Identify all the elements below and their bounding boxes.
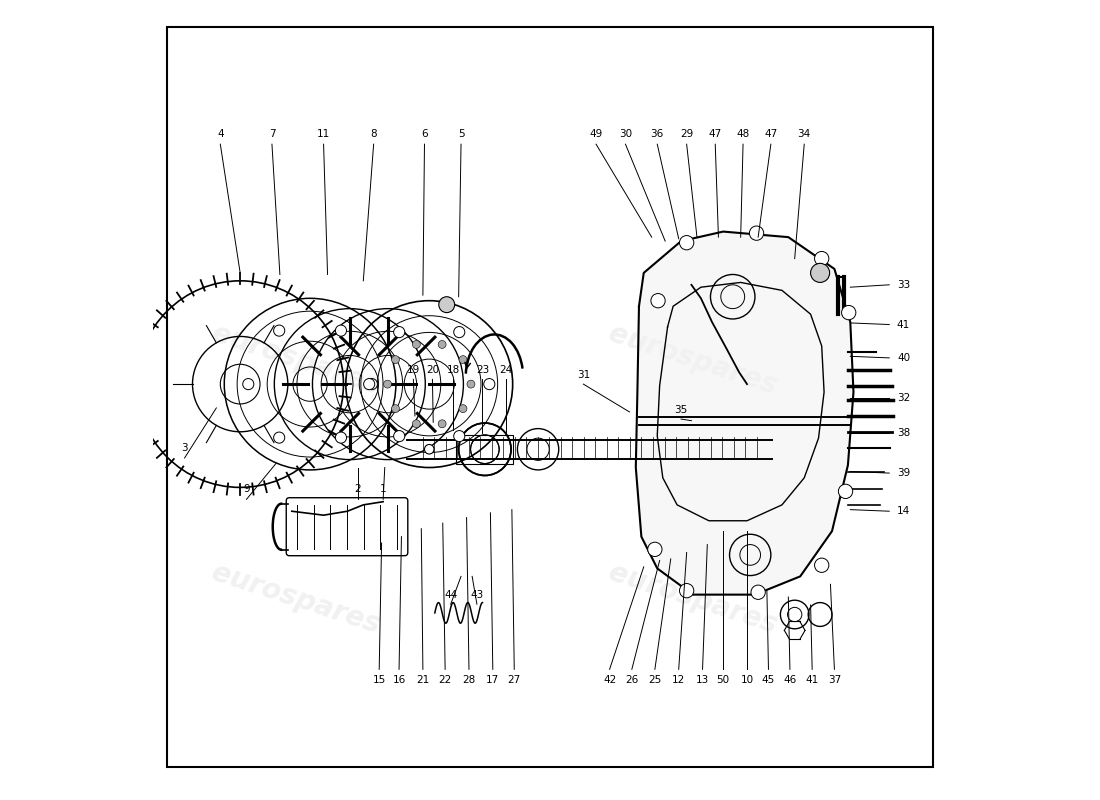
Text: 16: 16 <box>393 674 406 685</box>
Text: 41: 41 <box>896 319 910 330</box>
Text: 13: 13 <box>696 674 710 685</box>
Text: 12: 12 <box>672 674 685 685</box>
FancyBboxPatch shape <box>286 498 408 556</box>
Text: 33: 33 <box>896 280 910 290</box>
Text: eurospares: eurospares <box>208 320 384 401</box>
Text: 19: 19 <box>407 365 420 375</box>
Circle shape <box>274 325 285 336</box>
Text: 47: 47 <box>708 129 722 139</box>
Circle shape <box>364 378 375 390</box>
Circle shape <box>811 263 829 282</box>
Circle shape <box>680 235 694 250</box>
Text: 18: 18 <box>447 365 460 375</box>
Text: 7: 7 <box>268 129 275 139</box>
Text: 6: 6 <box>421 129 428 139</box>
Circle shape <box>438 420 447 428</box>
Text: 25: 25 <box>648 674 661 685</box>
Circle shape <box>459 356 468 363</box>
Text: 27: 27 <box>507 674 521 685</box>
Text: eurospares: eurospares <box>208 558 384 639</box>
Circle shape <box>680 583 694 598</box>
Text: 22: 22 <box>439 674 452 685</box>
Circle shape <box>468 380 475 388</box>
Circle shape <box>484 378 495 390</box>
Text: 14: 14 <box>896 506 910 516</box>
Text: eurospares: eurospares <box>605 558 781 639</box>
Circle shape <box>366 378 377 390</box>
Circle shape <box>412 341 420 349</box>
Text: 24: 24 <box>499 365 513 375</box>
Text: 10: 10 <box>740 674 754 685</box>
Circle shape <box>243 378 254 390</box>
Text: 42: 42 <box>603 674 616 685</box>
Circle shape <box>336 325 346 336</box>
Circle shape <box>749 226 763 240</box>
Text: 11: 11 <box>317 129 330 139</box>
Text: 23: 23 <box>476 365 490 375</box>
Circle shape <box>648 542 662 557</box>
Circle shape <box>412 420 420 428</box>
Text: 35: 35 <box>674 405 688 414</box>
Circle shape <box>453 326 465 338</box>
Text: 31: 31 <box>576 370 590 379</box>
Text: 39: 39 <box>896 468 910 478</box>
Text: 41: 41 <box>805 674 818 685</box>
Text: 8: 8 <box>371 129 377 139</box>
FancyBboxPatch shape <box>456 435 514 463</box>
Text: 47: 47 <box>764 129 778 139</box>
Text: 9: 9 <box>243 484 250 494</box>
Circle shape <box>438 341 447 349</box>
Circle shape <box>425 445 435 454</box>
Text: 26: 26 <box>625 674 638 685</box>
Text: 40: 40 <box>896 353 910 363</box>
Circle shape <box>453 430 465 442</box>
Circle shape <box>384 380 392 388</box>
Circle shape <box>336 432 346 443</box>
Text: 49: 49 <box>590 129 603 139</box>
Text: 34: 34 <box>798 129 811 139</box>
Text: 50: 50 <box>716 674 729 685</box>
Text: 21: 21 <box>416 674 429 685</box>
Text: 2: 2 <box>354 484 361 494</box>
Text: 17: 17 <box>486 674 499 685</box>
Circle shape <box>751 585 766 599</box>
Circle shape <box>459 405 468 413</box>
Text: 29: 29 <box>680 129 693 139</box>
Text: 48: 48 <box>736 129 750 139</box>
Text: 28: 28 <box>462 674 475 685</box>
Text: 45: 45 <box>762 674 776 685</box>
Text: 3: 3 <box>182 442 188 453</box>
Text: 20: 20 <box>426 365 439 375</box>
Text: 30: 30 <box>619 129 632 139</box>
Text: 38: 38 <box>896 428 910 438</box>
Circle shape <box>274 432 285 443</box>
Circle shape <box>394 326 405 338</box>
Text: 43: 43 <box>471 590 484 600</box>
Text: 44: 44 <box>444 590 458 600</box>
Circle shape <box>814 558 829 572</box>
Text: 1: 1 <box>379 484 386 494</box>
Text: 32: 32 <box>896 393 910 402</box>
Circle shape <box>392 405 399 413</box>
Text: 15: 15 <box>373 674 386 685</box>
FancyBboxPatch shape <box>167 26 933 767</box>
Circle shape <box>392 356 399 363</box>
Text: 4: 4 <box>217 129 223 139</box>
Circle shape <box>439 297 454 313</box>
Text: 46: 46 <box>783 674 796 685</box>
Circle shape <box>651 294 666 308</box>
Text: 36: 36 <box>650 129 664 139</box>
Text: 5: 5 <box>458 129 464 139</box>
Circle shape <box>838 484 853 498</box>
Text: 37: 37 <box>828 674 842 685</box>
Circle shape <box>842 306 856 320</box>
Circle shape <box>394 430 405 442</box>
Text: eurospares: eurospares <box>605 320 781 401</box>
Polygon shape <box>636 231 854 594</box>
Circle shape <box>814 251 829 266</box>
